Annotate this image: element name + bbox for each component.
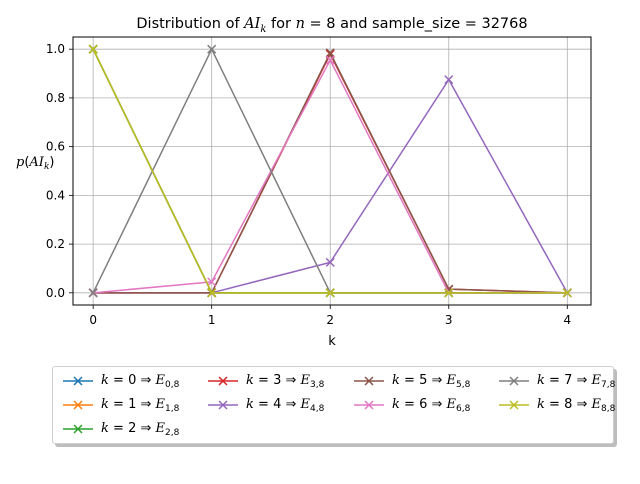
legend-k-value: 3 [273,372,282,388]
legend-subscript: 4,8 [310,403,325,414]
data-point-k8-x1 [207,288,217,298]
y-tick-label: 1.0 [46,42,65,56]
x-tick-label: 1 [208,313,216,327]
y-tick-label: 0.4 [46,188,65,202]
legend-subscript: 2,8 [165,427,180,438]
legend-subscript: 5,8 [456,379,471,390]
data-point-k7-x1 [207,44,217,54]
series-k8 [88,44,572,298]
legend-k-value: 7 [564,372,573,388]
y-axis-label: p(AIk) [16,155,54,172]
legend-swatch-k1 [63,400,93,410]
legend-entry-k3: k = 3 ⇒ E3,8 [208,371,324,391]
legend-k-value: 0 [128,372,137,388]
legend-subscript: 7,8 [601,379,616,390]
legend-swatch-k0 [63,376,93,386]
data-point-k8-x4 [562,288,572,298]
y-tick-label: 0.8 [46,91,65,105]
data-point-k6-x2 [325,55,335,65]
x-tick-label: 0 [89,313,97,327]
legend-swatch-k8 [499,400,529,410]
plot-frame [72,36,592,306]
legend-k-value: 2 [128,420,137,436]
legend-swatch-k5 [354,376,384,386]
legend-subscript: 1,8 [165,403,180,414]
legend-k-value: 1 [128,396,137,412]
chart-title: Distribution of AIk for n = 8 and sample… [136,16,527,35]
x-tick-label: 4 [563,313,571,327]
legend-k-value: 5 [419,372,428,388]
legend-entry-k0: k = 0 ⇒ E0,8 [63,371,179,391]
legend-k-value: 8 [564,396,573,412]
y-tick-label: 0.0 [46,286,65,300]
legend-entry-k1: k = 1 ⇒ E1,8 [63,395,179,415]
data-point-k7-x0 [88,288,98,298]
legend-subscript: 0,8 [165,379,180,390]
legend-swatch-k7 [499,376,529,386]
data-point-k5-x2 [325,48,335,58]
y-tick-label: 0.6 [46,140,65,154]
x-tick-label: 2 [326,313,334,327]
x-tick-label: 3 [445,313,453,327]
legend-subscript: 6,8 [456,403,471,414]
data-point-k6-x1 [207,277,217,287]
data-point-k8-x0 [88,44,98,54]
legend-subscript: 8,8 [601,403,616,414]
series-lines [88,44,572,298]
legend-entry-k4: k = 4 ⇒ E4,8 [208,395,324,415]
legend-k-value: 6 [419,396,428,412]
legend-k-value: 4 [273,396,282,412]
legend-swatch-k6 [354,400,384,410]
legend-swatch-k3 [208,376,238,386]
data-point-k4-x2 [325,257,335,267]
data-point-k4-x3 [444,75,454,85]
data-point-k8-x2 [325,288,335,298]
x-axis-label: k [328,334,336,349]
legend: k = 0 ⇒ E0,8 k = 1 ⇒ E1,8 k = 2 ⇒ E2,8 k… [52,366,615,444]
legend-entry-k8: k = 8 ⇒ E8,8 [499,395,615,415]
axis-ticks: 0 1 2 3 4 0.0 0.2 0.4 0.6 0.8 1.0 [46,42,571,327]
legend-swatch-k2 [63,424,93,434]
legend-entry-k6: k = 6 ⇒ E6,8 [354,395,470,415]
data-point-k8-x3 [444,288,454,298]
legend-swatch-k4 [208,400,238,410]
legend-entry-k7: k = 7 ⇒ E7,8 [499,371,615,391]
legend-entry-k2: k = 2 ⇒ E2,8 [63,419,179,439]
legend-subscript: 3,8 [310,379,325,390]
y-tick-label: 0.2 [46,237,65,251]
legend-entry-k5: k = 5 ⇒ E5,8 [354,371,470,391]
